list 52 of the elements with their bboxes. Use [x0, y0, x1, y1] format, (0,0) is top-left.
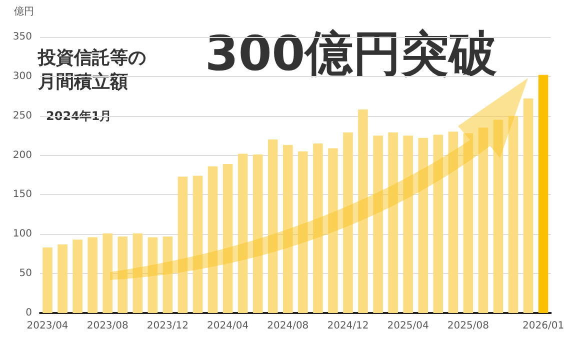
bar: [403, 136, 413, 313]
bar: [162, 236, 173, 313]
x-tick-label: 2024/08: [267, 320, 309, 332]
bar: [298, 151, 308, 313]
bar: [58, 244, 68, 313]
bar: [268, 140, 278, 313]
bar: [238, 154, 248, 313]
y-tick-label: 250: [12, 110, 32, 122]
x-tick-label: 2024/04: [207, 320, 249, 332]
bar: [208, 166, 218, 313]
bar: [222, 164, 233, 313]
x-tick-label: 2025/04: [387, 320, 429, 332]
y-tick-label: 300: [12, 70, 32, 82]
bar: [148, 237, 158, 313]
bar: [343, 132, 353, 313]
bar: [463, 133, 474, 313]
bar: [102, 233, 112, 313]
bar: [388, 132, 398, 313]
y-tick-label: 150: [12, 189, 32, 200]
bar: [493, 120, 504, 313]
bar: [478, 128, 488, 313]
y-axis-title: 億円: [14, 6, 34, 18]
bar: [132, 233, 143, 313]
x-tick-label: 2023/08: [86, 320, 128, 332]
bar: [433, 134, 444, 313]
y-tick-label: 50: [19, 268, 32, 280]
bar: [283, 145, 293, 313]
bar: [252, 154, 263, 313]
bar: [72, 240, 82, 313]
bar: [508, 116, 518, 313]
bar: [192, 176, 203, 313]
bar: [313, 143, 323, 313]
x-tick-label: 2023/04: [26, 320, 68, 332]
x-tick-label: 2025/08: [447, 320, 489, 332]
bar: [178, 176, 188, 313]
bar: [42, 248, 52, 313]
bar: [358, 110, 368, 313]
bar: [373, 136, 383, 313]
x-tick-label: 2024/12: [327, 320, 369, 332]
bar: [448, 132, 458, 313]
y-tick-label: 0: [26, 308, 32, 318]
bar: [418, 138, 428, 313]
y-tick-label: 350: [12, 32, 32, 42]
y-tick-label: 100: [12, 228, 32, 240]
bar: [88, 237, 98, 313]
y-tick-label: 200: [12, 150, 32, 161]
bar: [118, 236, 128, 313]
bar: [538, 74, 548, 313]
x-tick-label: 2023/12: [146, 320, 188, 332]
x-tick-label: 2026/01: [522, 320, 564, 332]
bar: [523, 98, 534, 313]
bar: [328, 148, 338, 313]
